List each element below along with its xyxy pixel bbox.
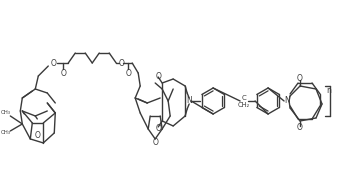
- Text: C: C: [242, 95, 246, 101]
- Text: O: O: [34, 131, 40, 140]
- Text: O: O: [297, 74, 303, 82]
- Text: O: O: [50, 58, 56, 68]
- Text: N: N: [284, 96, 290, 106]
- Text: O: O: [155, 124, 161, 133]
- Text: CH₂: CH₂: [238, 102, 250, 108]
- Text: O: O: [152, 139, 158, 147]
- Text: N: N: [186, 96, 192, 106]
- Text: O: O: [118, 58, 124, 68]
- Text: O: O: [125, 69, 131, 77]
- Text: CH₃: CH₃: [0, 130, 10, 135]
- Text: CH₃: CH₃: [0, 110, 10, 115]
- Text: O: O: [297, 123, 303, 133]
- Text: O: O: [155, 71, 161, 81]
- Text: n: n: [326, 87, 331, 95]
- Text: O: O: [60, 69, 66, 77]
